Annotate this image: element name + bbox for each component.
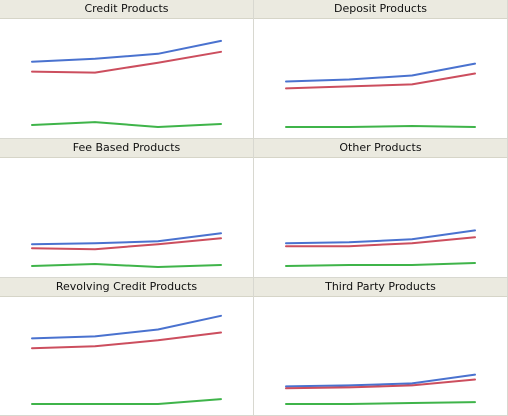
line-chart-plot — [31, 232, 222, 268]
chart-panel-credit-products: Credit Products — [0, 0, 254, 139]
chart-title: Credit Products — [0, 0, 253, 19]
chart-title: Fee Based Products — [0, 139, 253, 158]
chart-title: Revolving Credit Products — [0, 278, 253, 297]
series-line-2 — [285, 236, 476, 248]
line-chart-plot — [31, 39, 222, 128]
series-line-1 — [31, 39, 222, 63]
series-line-1 — [31, 232, 222, 246]
line-chart-plot — [285, 373, 476, 405]
series-line-2 — [285, 378, 476, 390]
series-line-3 — [285, 125, 476, 128]
series-line-2 — [285, 72, 476, 90]
series-line-3 — [31, 121, 222, 128]
series-line-2 — [31, 237, 222, 251]
chart-panel-fee-based-products: Fee Based Products — [0, 139, 254, 278]
line-chart-plot — [285, 229, 476, 267]
chart-title: Third Party Products — [254, 278, 507, 297]
chart-title: Deposit Products — [254, 0, 507, 19]
series-line-3 — [285, 262, 476, 267]
series-line-1 — [285, 373, 476, 388]
series-line-3 — [31, 398, 222, 405]
series-line-3 — [285, 401, 476, 405]
chart-panel-deposit-products: Deposit Products — [254, 0, 508, 139]
chart-title: Other Products — [254, 139, 507, 158]
line-chart-plot — [31, 314, 222, 405]
series-line-1 — [285, 229, 476, 245]
series-line-3 — [31, 263, 222, 268]
line-chart-plot — [285, 62, 476, 128]
series-line-2 — [31, 331, 222, 350]
series-line-2 — [31, 50, 222, 74]
series-line-1 — [31, 314, 222, 340]
chart-panel-other-products: Other Products — [254, 139, 508, 278]
series-line-1 — [285, 62, 476, 83]
chart-panel-revolving-credit-products: Revolving Credit Products — [0, 278, 254, 416]
chart-panel-third-party-products: Third Party Products — [254, 278, 508, 416]
